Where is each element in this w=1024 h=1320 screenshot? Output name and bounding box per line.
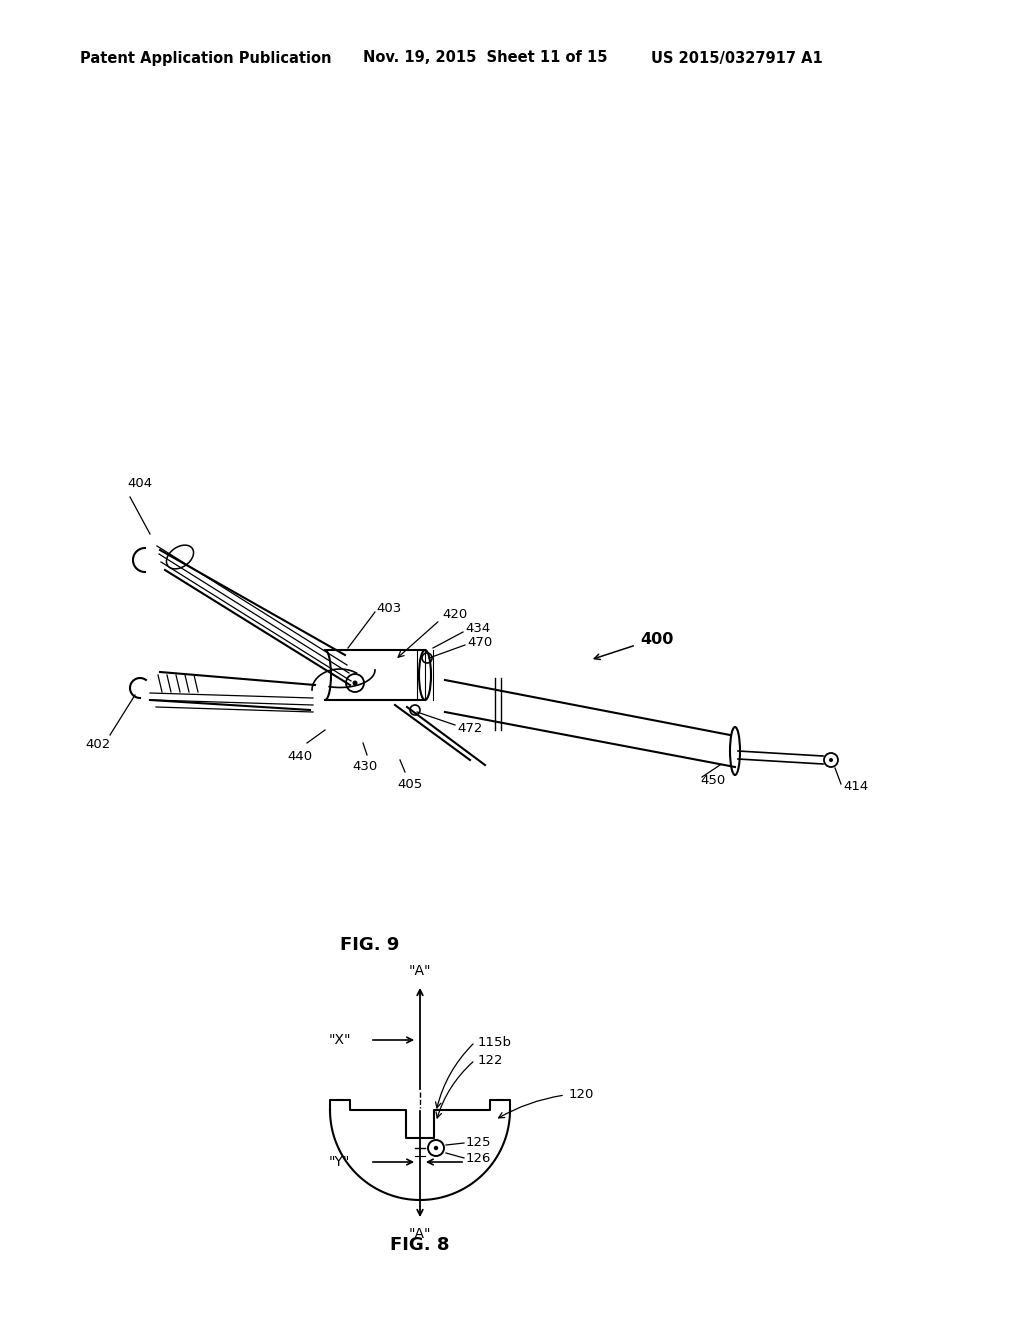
Text: 430: 430 xyxy=(352,760,378,774)
Text: 405: 405 xyxy=(397,777,423,791)
Text: 126: 126 xyxy=(466,1151,492,1164)
Text: 122: 122 xyxy=(478,1053,504,1067)
Text: 115b: 115b xyxy=(478,1035,512,1048)
Text: Patent Application Publication: Patent Application Publication xyxy=(80,50,332,66)
Text: 125: 125 xyxy=(466,1137,492,1150)
Circle shape xyxy=(434,1146,438,1150)
Text: 120: 120 xyxy=(569,1089,594,1101)
Text: US 2015/0327917 A1: US 2015/0327917 A1 xyxy=(651,50,822,66)
Text: 400: 400 xyxy=(640,632,674,648)
Text: "Y": "Y" xyxy=(329,1155,350,1170)
Text: 420: 420 xyxy=(442,609,467,622)
Text: 403: 403 xyxy=(376,602,401,615)
Text: Nov. 19, 2015  Sheet 11 of 15: Nov. 19, 2015 Sheet 11 of 15 xyxy=(362,50,607,66)
Circle shape xyxy=(829,758,833,762)
Text: 450: 450 xyxy=(700,774,725,787)
Text: FIG. 9: FIG. 9 xyxy=(340,936,399,954)
Text: "X": "X" xyxy=(329,1034,351,1047)
Text: 404: 404 xyxy=(127,477,153,490)
Text: 434: 434 xyxy=(465,622,490,635)
Text: FIG. 8: FIG. 8 xyxy=(390,1236,450,1254)
Text: 402: 402 xyxy=(85,738,111,751)
Text: 414: 414 xyxy=(843,780,868,792)
Text: 440: 440 xyxy=(288,750,312,763)
Text: 472: 472 xyxy=(457,722,482,734)
Text: "A": "A" xyxy=(409,1228,431,1241)
Circle shape xyxy=(352,681,357,685)
Text: 470: 470 xyxy=(467,635,493,648)
Text: "A": "A" xyxy=(409,964,431,978)
